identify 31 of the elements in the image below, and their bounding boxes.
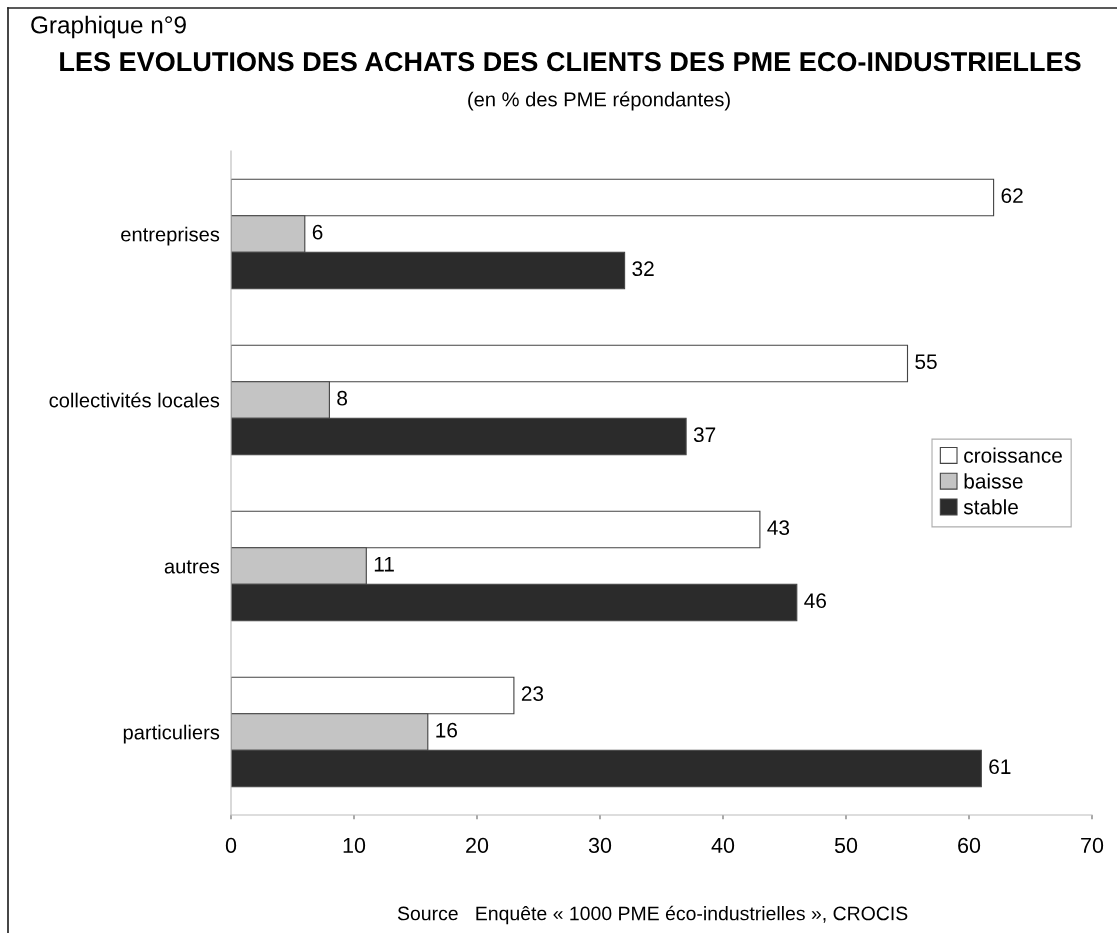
y-tick-label: particuliers (123, 724, 220, 744)
source-note: Source Enquête « 1000 PME éco-industrielles », CROCIS (397, 905, 908, 925)
chart-subtitle: (en % des PME répondantes) (468, 91, 730, 111)
y-tick-label: autres (164, 560, 220, 574)
data-label: 55 (915, 354, 937, 370)
data-label: 8 (337, 390, 348, 406)
data-label: 46 (804, 593, 826, 609)
data-label: 6 (312, 224, 323, 240)
legend-label: croissance (964, 447, 1062, 463)
data-label: 43 (767, 520, 790, 536)
x-tick-label: 40 (711, 837, 735, 854)
data-label: 11 (374, 557, 394, 572)
x-tick-label: 0 (225, 837, 237, 854)
data-label: 61 (989, 759, 1011, 775)
x-tick-label: 60 (958, 837, 981, 854)
legend-label: stable (963, 499, 1018, 515)
text: Graphique n°9 (31, 15, 186, 39)
x-tick-label: 70 (1081, 837, 1104, 854)
legend-label: baisse (964, 473, 1023, 489)
data-label: 32 (632, 261, 654, 277)
data-label: 16 (436, 722, 457, 738)
x-tick-label: 30 (588, 837, 612, 854)
data-label: 62 (1001, 188, 1023, 204)
x-tick-label: 10 (343, 837, 366, 854)
x-tick-label: 50 (834, 837, 858, 854)
x-tick-label: 20 (466, 837, 489, 854)
y-tick-label: entreprises (121, 226, 220, 246)
chart-title: LES EVOLUTIONS DES ACHATS DES CLIENTS DES PME ECO-INDUSTRIELLES (60, 52, 1081, 72)
data-label: 37 (693, 427, 716, 443)
y-tick-label: collectivités locales (49, 392, 220, 408)
data-label: 23 (521, 686, 544, 702)
